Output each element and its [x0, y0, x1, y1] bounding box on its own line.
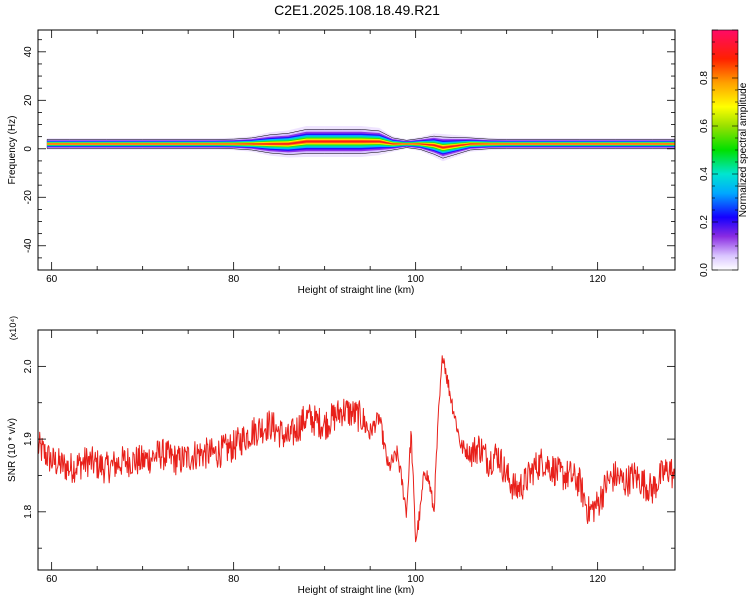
snr-y-ticks: 1.8 1.9 2.0 — [23, 329, 675, 549]
spectrogram-y-label: Frequency (Hz) — [7, 116, 18, 185]
snr-frame — [37, 329, 676, 571]
spectrogram-y-ticks: -40 -20 0 20 40 — [23, 39, 675, 271]
spectrogram-x-label: Height of straight line (km) — [298, 285, 415, 296]
x-tick-label: 60 — [46, 574, 58, 585]
spectrogram-band — [46, 126, 675, 162]
colorbar-tick-label: 0.4 — [699, 167, 710, 181]
y-tick-label: -20 — [23, 190, 34, 205]
spectrogram-contour-level — [47, 138, 675, 151]
colorbar-tick-label: 0.8 — [699, 71, 710, 85]
x-tick-label: 120 — [589, 574, 606, 585]
x-tick-label: 120 — [589, 274, 606, 285]
colorbar-tick-label: 0.6 — [699, 119, 710, 133]
snr-y-multiplier: (x10⁴) — [8, 316, 18, 340]
colorbar-label: Normalized spectral amplitude — [738, 82, 749, 217]
snr-series-line — [38, 355, 675, 543]
snr-x-ticks: 60 80 100 120 — [46, 330, 644, 585]
colorbar-tick-label: 0.2 — [699, 215, 710, 229]
y-tick-label: 0 — [23, 146, 34, 152]
colorbar-ticks: 0.0 0.2 0.4 0.6 0.8 — [699, 29, 738, 277]
y-tick-label: 1.8 — [23, 504, 34, 518]
colorbar-tick-label: 0.0 — [699, 263, 710, 277]
x-tick-label: 80 — [228, 274, 240, 285]
x-tick-label: 100 — [407, 574, 424, 585]
x-tick-label: 60 — [46, 274, 58, 285]
y-tick-label: 20 — [23, 94, 34, 106]
x-tick-label: 80 — [228, 574, 240, 585]
colorbar: 0.0 0.2 0.4 0.6 0.8 Normalized spectral ampl… — [699, 29, 749, 277]
spectrogram-contour-level — [47, 140, 675, 149]
y-tick-label: 1.9 — [23, 432, 34, 446]
y-tick-label: 2.0 — [23, 359, 34, 373]
snr-x-label: Height of straight line (km) — [298, 585, 415, 596]
colorbar-gradient — [712, 30, 738, 270]
x-tick-label: 100 — [407, 274, 424, 285]
figure-title: C2E1.2025.108.18.49.R21 — [274, 2, 440, 18]
snr-panel: 60 80 100 120 1.8 1.9 2.0 Height of straight … — [7, 316, 676, 596]
spectrogram-panel: 60 80 100 120 -40 -20 0 20 40 Height of straigh… — [7, 29, 676, 296]
snr-y-label: SNR (10 * v/v) — [7, 418, 18, 482]
y-tick-label: 40 — [23, 46, 34, 58]
spectrogram-x-ticks: 60 80 100 120 — [46, 30, 644, 285]
spectrogram-frame — [37, 29, 676, 271]
y-tick-label: -40 — [23, 238, 34, 253]
